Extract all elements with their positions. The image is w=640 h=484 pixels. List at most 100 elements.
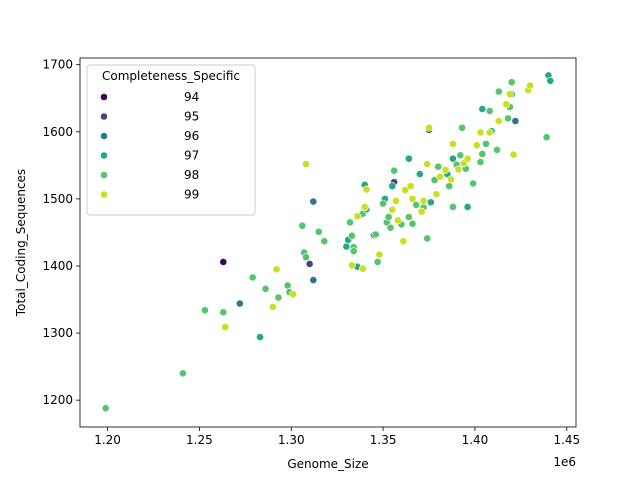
legend: Completeness_Specific 94 95 96 97 98 99 [86,64,256,216]
data-point [384,213,393,221]
data-point [463,203,472,211]
x-tick-label: 1.40 [462,433,489,447]
data-point [542,133,551,142]
data-point [314,227,323,236]
legend-marker [100,132,108,140]
legend-label: 98 [184,168,199,182]
x-tick-label: 1.30 [278,433,305,447]
data-point [404,213,413,221]
data-point [445,182,454,191]
data-point [283,281,292,290]
data-point [379,199,388,208]
data-point [408,219,417,228]
y-tick-label: 1400 [42,259,73,273]
data-point [347,261,356,270]
data-point [449,203,457,211]
data-point [494,117,503,125]
data-point [256,333,264,341]
data-point [408,194,417,203]
legend-label: 99 [184,188,199,202]
data-point [373,258,382,266]
y-tick-label: 1500 [42,192,73,206]
data-point [298,221,307,230]
data-point [493,146,501,154]
x-tick-label: 1.35 [370,433,397,447]
x-tick-label: 1.20 [94,433,121,447]
data-point [358,264,367,273]
data-point [401,186,410,195]
data-point [412,201,421,209]
data-point [375,250,384,259]
data-point [423,160,432,168]
y-axis-ticks: 1200 1300 1400 1500 1600 1700 [42,58,80,407]
data-point [476,158,485,166]
data-point [360,203,369,211]
data-point [309,276,318,284]
data-point [423,234,432,243]
legend-label: 96 [184,129,199,143]
x-axis-offset-label: 1e6 [553,455,576,469]
data-point [546,76,555,85]
data-point [417,207,426,216]
data-point [248,273,257,282]
y-tick-label: 1200 [42,393,73,407]
data-point [505,90,514,99]
legend-box [86,64,256,216]
data-point [362,185,371,194]
data-point [458,123,466,132]
data-point [302,160,310,168]
data-point [347,231,356,240]
data-point [511,117,520,125]
data-point [507,78,516,87]
data-point [261,284,270,293]
data-point [353,212,362,221]
data-point [469,179,478,188]
data-point [447,175,455,184]
data-point [478,105,487,113]
x-axis-label: Genome_Size [287,457,368,471]
data-point [201,306,209,315]
data-point [454,165,463,174]
y-tick-label: 1600 [42,125,73,139]
data-point [426,198,435,207]
legend-marker [100,190,108,199]
legend-marker [100,151,108,160]
data-point [235,299,244,308]
data-point [415,170,424,178]
data-point [221,323,230,331]
data-point [425,123,433,132]
data-point [504,114,512,123]
data-point [268,303,277,311]
data-point [463,154,472,163]
data-point [346,218,354,227]
x-tick-label: 1.25 [186,433,213,447]
data-point [502,100,511,109]
data-point [441,166,450,174]
data-point [392,196,400,205]
data-point [509,150,518,159]
data-point [436,172,444,181]
data-point [178,369,187,378]
legend-marker [100,112,108,121]
data-point [478,150,487,158]
data-point [342,242,351,251]
data-point [320,237,329,246]
points-layer [101,71,555,413]
data-point [494,87,503,96]
data-point [406,182,415,191]
data-point [272,265,281,274]
data-point [349,247,358,256]
data-point [388,182,397,191]
legend-entries: 94 95 96 97 98 99 [100,90,199,202]
data-point [485,107,494,115]
data-point [434,162,443,171]
data-point [526,81,534,90]
data-point [449,154,457,163]
legend-label: 95 [184,110,199,124]
legend-marker [100,93,108,101]
legend-marker [100,171,108,179]
legend-label: 97 [184,149,199,163]
data-point [404,154,413,163]
x-tick-label: 1.45 [553,433,580,447]
